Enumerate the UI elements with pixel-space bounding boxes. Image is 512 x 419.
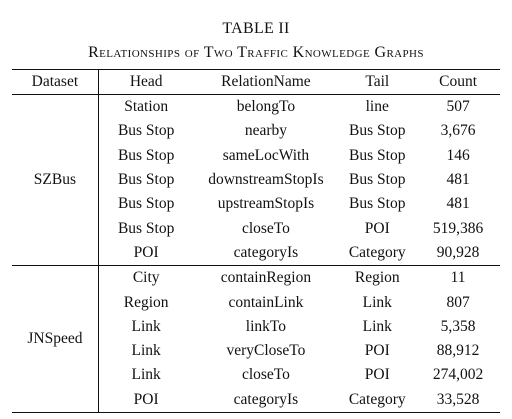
table-row: POI categoryIs Category 90,928 bbox=[12, 241, 500, 266]
relation-name-cell: sameLocWith bbox=[222, 146, 310, 164]
count-cell: 5,358 bbox=[440, 317, 476, 335]
head-cell: POI bbox=[133, 243, 159, 261]
head-cell: Bus Stop bbox=[117, 122, 175, 140]
head-cell: Station bbox=[124, 98, 169, 116]
dataset-cell: JNSpeed bbox=[12, 265, 99, 413]
relation-name-cell: categoryIs bbox=[233, 243, 299, 261]
table-row: SZBus Station belongTo line 507 bbox=[12, 94, 500, 266]
table-row: Link closeTo POI 274,002 bbox=[12, 363, 500, 387]
count-cell: 481 bbox=[446, 195, 470, 213]
header-relation-name: RelationName bbox=[221, 73, 311, 90]
relation-name-cell: downstreamStopIs bbox=[208, 171, 324, 189]
header-count: Count bbox=[439, 73, 478, 90]
head-cell: Link bbox=[131, 317, 161, 335]
head-cell: Bus Stop bbox=[117, 219, 175, 237]
count-cell: 807 bbox=[446, 293, 470, 311]
count-cell: 90,928 bbox=[436, 243, 480, 261]
count-cell: 274,002 bbox=[432, 366, 484, 384]
head-cell: POI bbox=[133, 390, 159, 408]
relation-name-cell: upstreamStopIs bbox=[217, 195, 315, 213]
count-cell: 33,528 bbox=[436, 390, 480, 408]
tail-cell: Bus Stop bbox=[349, 122, 406, 140]
table-group-szbus: SZBus Station belongTo line 507 Bus Stop nearb… bbox=[12, 94, 500, 266]
tail-cell: Bus Stop bbox=[349, 195, 406, 213]
table-row: Link linkTo Link 5,358 bbox=[12, 315, 500, 339]
header-row: Dataset Head RelationName Tail Count bbox=[12, 69, 500, 95]
table-row: Bus Stop closeTo POI 519,386 bbox=[12, 216, 500, 240]
table-row: Bus Stop downstreamStopIs Bus Stop 481 bbox=[12, 168, 500, 192]
table-row: Bus Stop nearby Bus Stop 3,676 bbox=[12, 119, 500, 143]
table-row: JNSpeed City containRegion Region 11 bbox=[12, 265, 500, 413]
relation-name-cell: categoryIs bbox=[233, 390, 299, 408]
count-cell: 11 bbox=[450, 269, 466, 287]
table-number: TABLE II bbox=[222, 20, 290, 37]
relation-name-cell: linkTo bbox=[245, 317, 287, 335]
table-row: Link veryCloseTo POI 88,912 bbox=[12, 339, 500, 363]
table-header: Dataset Head RelationName Tail Count bbox=[12, 69, 500, 95]
count-cell: 88,912 bbox=[436, 342, 480, 360]
count-cell: 507 bbox=[446, 98, 470, 116]
tail-cell: Category bbox=[348, 390, 406, 408]
relation-name-cell: belongTo bbox=[236, 98, 296, 116]
tail-cell: Category bbox=[348, 243, 406, 261]
count-cell: 3,676 bbox=[440, 122, 476, 140]
table-row: POI categoryIs Category 33,528 bbox=[12, 388, 500, 413]
relation-name-cell: containLink bbox=[228, 293, 304, 311]
count-cell: 146 bbox=[446, 146, 470, 164]
tail-cell: Bus Stop bbox=[349, 146, 406, 164]
tail-cell: Link bbox=[362, 293, 392, 311]
relation-name-cell: veryCloseTo bbox=[226, 342, 306, 360]
head-cell: Bus Stop bbox=[117, 171, 175, 189]
relation-name-cell: nearby bbox=[244, 122, 288, 140]
tail-cell: Bus Stop bbox=[349, 171, 406, 189]
head-cell: Bus Stop bbox=[117, 146, 175, 164]
head-cell: Link bbox=[131, 342, 161, 360]
relation-name-cell: closeTo bbox=[241, 366, 290, 384]
head-cell: Link bbox=[131, 366, 161, 384]
tail-cell: POI bbox=[364, 366, 390, 384]
dataset-cell: SZBus bbox=[12, 94, 99, 266]
table-title: Relationships of Two Traffic Knowledge G… bbox=[88, 44, 424, 61]
head-cell: Region bbox=[123, 293, 169, 311]
table-row: Bus Stop sameLocWith Bus Stop 146 bbox=[12, 144, 500, 168]
count-cell: 481 bbox=[446, 171, 470, 189]
table-row: Region containLink Link 807 bbox=[12, 290, 500, 314]
table-group-jnspeed: JNSpeed City containRegion Region 11 Region co… bbox=[12, 265, 500, 413]
relation-name-cell: closeTo bbox=[241, 219, 290, 237]
count-cell: 519,386 bbox=[432, 219, 484, 237]
head-cell: City bbox=[132, 269, 160, 287]
header-head: Head bbox=[129, 73, 163, 90]
head-cell: Bus Stop bbox=[117, 195, 175, 213]
relation-name-cell: containRegion bbox=[220, 269, 312, 287]
tail-cell: Link bbox=[362, 317, 392, 335]
relationships-table: Dataset Head RelationName Tail Count SZB… bbox=[12, 69, 500, 413]
tail-cell: POI bbox=[364, 342, 390, 360]
tail-cell: Region bbox=[354, 269, 400, 287]
header-tail: Tail bbox=[365, 73, 390, 90]
table-row: Bus Stop upstreamStopIs Bus Stop 481 bbox=[12, 192, 500, 216]
tail-cell: POI bbox=[364, 219, 390, 237]
header-dataset: Dataset bbox=[12, 69, 99, 95]
tail-cell: line bbox=[365, 98, 389, 116]
